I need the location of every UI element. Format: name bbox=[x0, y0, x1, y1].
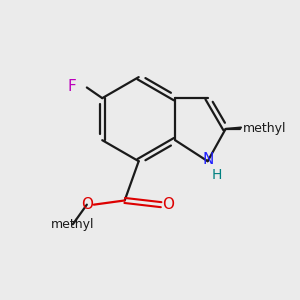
Text: methyl: methyl bbox=[51, 218, 94, 231]
Text: F: F bbox=[67, 80, 76, 94]
Text: H: H bbox=[212, 168, 222, 182]
Text: N: N bbox=[202, 152, 214, 167]
Text: O: O bbox=[162, 196, 174, 211]
Text: O: O bbox=[81, 196, 93, 211]
Text: methyl: methyl bbox=[242, 122, 286, 136]
